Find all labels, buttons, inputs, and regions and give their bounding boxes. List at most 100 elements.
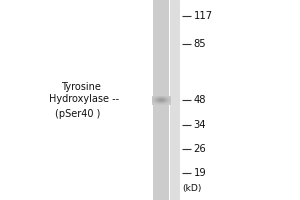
Bar (153, 179, 169, 180)
Bar (153, 112, 169, 113)
Bar (170, 20, 180, 21)
Bar (153, 102, 169, 103)
Bar (170, 107, 180, 108)
Bar (153, 69, 169, 70)
Bar (153, 108, 169, 109)
Bar (170, 71, 180, 72)
Bar (170, 166, 180, 167)
Text: 26: 26 (194, 144, 206, 154)
Bar (153, 105, 169, 106)
Bar (170, 68, 180, 69)
Bar (170, 0, 180, 1)
Bar (170, 24, 180, 25)
Bar (153, 192, 169, 193)
Bar (170, 48, 180, 49)
Bar (153, 34, 169, 35)
Bar (170, 2, 180, 3)
Bar (153, 54, 169, 55)
Bar (170, 79, 180, 80)
Bar (153, 189, 169, 190)
Bar (153, 148, 169, 149)
Bar (170, 37, 180, 38)
Bar (153, 31, 169, 32)
Bar (170, 23, 180, 24)
Bar (170, 26, 180, 27)
Bar (170, 174, 180, 175)
Bar (170, 28, 180, 29)
Bar (170, 64, 180, 65)
Bar (170, 113, 180, 114)
Bar (170, 102, 180, 103)
Bar (153, 18, 169, 19)
Bar (153, 191, 169, 192)
Bar (170, 63, 180, 64)
Bar (153, 15, 169, 16)
Bar (153, 166, 169, 167)
Bar (153, 57, 169, 58)
Bar (170, 149, 180, 150)
Bar (153, 124, 169, 125)
Bar (170, 13, 180, 14)
Bar (170, 164, 180, 165)
Bar (153, 184, 169, 185)
Bar (153, 123, 169, 124)
Bar (153, 159, 169, 160)
Bar (153, 75, 169, 76)
Bar (170, 35, 180, 36)
Bar (153, 6, 169, 7)
Bar (170, 15, 180, 16)
Bar (153, 155, 169, 156)
Bar (170, 150, 180, 151)
Bar (153, 118, 169, 119)
Bar (153, 177, 169, 178)
Bar (170, 78, 180, 79)
Bar (170, 168, 180, 169)
Bar (170, 130, 180, 131)
Bar (170, 158, 180, 159)
Bar (153, 70, 169, 71)
Bar (170, 83, 180, 84)
Bar (170, 11, 180, 12)
Bar (153, 137, 169, 138)
Bar (153, 96, 169, 97)
Bar (153, 66, 169, 67)
Bar (170, 170, 180, 171)
Bar (153, 133, 169, 134)
Bar (153, 117, 169, 118)
Bar (170, 91, 180, 92)
Bar (170, 39, 180, 40)
Bar (153, 65, 169, 66)
Bar (153, 165, 169, 166)
Bar (170, 43, 180, 44)
Bar (153, 67, 169, 68)
Bar (170, 135, 180, 136)
Bar (170, 75, 180, 76)
Bar (153, 129, 169, 130)
Bar (153, 46, 169, 47)
Bar (153, 55, 169, 56)
Bar (170, 157, 180, 158)
Bar (170, 136, 180, 137)
Bar (170, 118, 180, 119)
Bar (153, 97, 169, 98)
Bar (170, 51, 180, 52)
Bar (153, 72, 169, 73)
Bar (170, 194, 180, 195)
Bar (153, 10, 169, 11)
Bar (153, 73, 169, 74)
Bar (153, 157, 169, 158)
Bar (153, 9, 169, 10)
Bar (153, 0, 169, 1)
Bar (153, 140, 169, 141)
Bar (170, 73, 180, 74)
Bar (153, 171, 169, 172)
Bar (153, 125, 169, 126)
Bar (170, 138, 180, 139)
Bar (170, 33, 180, 34)
Bar (153, 51, 169, 52)
Bar (153, 21, 169, 22)
Bar (153, 89, 169, 90)
Bar (153, 78, 169, 79)
Bar (170, 172, 180, 173)
Bar (170, 58, 180, 59)
